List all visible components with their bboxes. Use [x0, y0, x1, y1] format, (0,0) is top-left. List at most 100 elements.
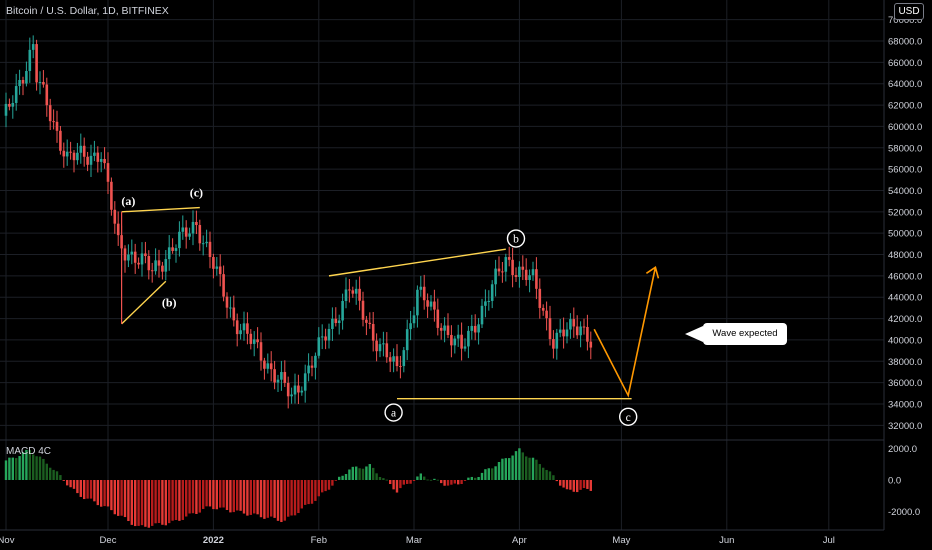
candle-down [436, 309, 440, 328]
candle-up [18, 79, 21, 87]
macd-bar [514, 451, 518, 480]
candle-up [402, 350, 406, 367]
macd-bar [521, 452, 524, 480]
candle-down [572, 319, 576, 327]
candle-up [4, 103, 8, 116]
currency-button[interactable]: USD [894, 3, 924, 20]
candle-down [235, 320, 239, 335]
macd-bar [307, 480, 310, 505]
candle-down [446, 325, 450, 335]
candle-up [344, 289, 348, 302]
macd-bar [259, 480, 263, 518]
candle-down [501, 271, 504, 273]
candle-down [225, 296, 229, 308]
time-axis: Nov Dec 2022 Feb Mar Apr May Jun Jul [0, 535, 835, 546]
candle-up [494, 268, 497, 285]
macd-bar [586, 480, 589, 489]
candle-up [504, 257, 508, 272]
candle-down [45, 84, 49, 106]
candle-down [116, 223, 120, 236]
macd-bar [300, 480, 303, 509]
macd-bar [331, 480, 334, 486]
macd-bar [161, 480, 164, 525]
macd-bar [582, 480, 586, 489]
macd-bar [290, 480, 293, 516]
wave-label-circle [384, 403, 403, 422]
candle-down [106, 163, 110, 182]
macd-bar [4, 460, 8, 480]
macd-bar [358, 468, 361, 480]
price-tick-label: 64000.0 [888, 79, 922, 90]
macd-bar [256, 480, 259, 515]
macd-bar [113, 480, 116, 515]
candle-down [507, 257, 511, 260]
macd-bar [134, 480, 137, 527]
candle-up [293, 385, 297, 395]
candle-up [518, 266, 521, 277]
macd-bar [555, 480, 558, 482]
macd-bar [334, 480, 337, 481]
candle-up [487, 300, 491, 302]
candle-down [497, 268, 501, 272]
candle-up [239, 330, 242, 335]
candle-down [460, 334, 463, 349]
candle-up [11, 102, 15, 107]
macd-bar [382, 478, 385, 480]
macd-bar [157, 480, 161, 524]
candle-down [371, 324, 375, 341]
macd-bar [293, 480, 297, 516]
candle-down [259, 342, 263, 361]
candle-down [586, 326, 589, 342]
macd-bar [416, 476, 419, 480]
candle-up [314, 355, 317, 368]
wave-label: b [513, 234, 519, 246]
macd-bar [436, 479, 439, 481]
candle-down [351, 290, 355, 294]
macd-bar [453, 480, 456, 484]
macd-bar [140, 480, 144, 526]
wave-label: c [626, 412, 631, 424]
candle-down [218, 266, 222, 275]
candle-down [521, 266, 525, 270]
candle-up [443, 325, 446, 331]
macd-bar [273, 480, 276, 518]
wave-trendline [121, 280, 167, 325]
macd-bar [8, 457, 11, 480]
macd-bar [375, 473, 378, 480]
macd-bar [460, 480, 463, 485]
candle-down [147, 256, 151, 271]
macd-bar [103, 480, 106, 507]
macd-bar [76, 480, 79, 494]
macd-bar [83, 480, 86, 500]
candle-down [426, 300, 429, 307]
candle-up [337, 320, 341, 324]
wave-label: a [391, 408, 396, 420]
candle-down [562, 329, 565, 337]
macd-bar [212, 480, 215, 510]
macd-bar [66, 480, 69, 486]
candle-up [205, 241, 208, 244]
macd-bar [426, 479, 429, 481]
macd-bar [168, 480, 171, 524]
candle-down [110, 181, 113, 210]
macd-bar [361, 468, 365, 480]
time-tick-label: Dec [100, 535, 117, 546]
macd-bar [215, 480, 218, 510]
macd-bar [164, 480, 167, 526]
macd-bar [457, 480, 460, 485]
macd-bar [208, 480, 212, 507]
candle-down [324, 336, 327, 341]
candle-down [48, 105, 52, 122]
candle-down [184, 227, 188, 237]
macd-bar [174, 480, 178, 521]
macd-bar [450, 480, 453, 485]
wave-annotations: (a) (b) (c) b a c [120, 186, 660, 426]
candle-down [157, 260, 161, 266]
wave-label: (a) [121, 194, 135, 208]
macd-bar [130, 480, 133, 525]
grid-lines [0, 0, 884, 530]
price-tick-label: 66000.0 [888, 58, 922, 69]
candle-up [140, 253, 144, 265]
candle-up [167, 247, 171, 260]
